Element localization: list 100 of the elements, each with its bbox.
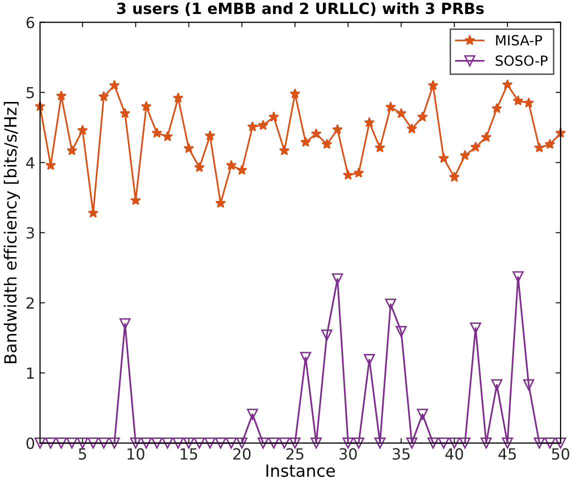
x-axis-title: Instance [266,464,335,477]
x-tick-label: 30 [340,448,357,460]
point [406,123,418,134]
point [76,437,88,449]
point [109,80,120,90]
point [258,120,268,130]
point [502,79,513,90]
point [310,128,322,138]
point [45,437,56,449]
point [480,437,492,449]
point [374,437,386,449]
point [66,145,78,156]
y-tick-label: 5 [26,87,34,98]
point [428,80,438,90]
point [396,326,407,338]
point [342,437,354,449]
point [279,145,290,156]
point [98,91,110,102]
point [108,437,120,449]
point [342,170,354,180]
x-tick-label: 15 [180,448,198,460]
x-tick-label: 50 [552,448,570,460]
point [428,437,439,449]
point [385,102,396,112]
point [332,273,344,284]
point [204,437,216,449]
x-tick-label: 10 [128,448,144,460]
point [544,138,556,149]
point [544,437,556,449]
point [555,437,566,449]
point [215,198,226,208]
point [172,92,184,103]
point [98,437,110,449]
point [534,142,545,152]
x-tick-label: 20 [233,448,251,460]
point [374,142,386,152]
x-tick-label: 25 [286,448,304,460]
point [300,136,311,147]
point [406,437,418,449]
point [396,108,407,118]
point [183,142,194,154]
point [417,111,428,122]
point [226,160,237,170]
y-tick-label: 2 [26,297,34,309]
x-tick-label: 5 [78,448,86,460]
y-tick-label: 0 [26,437,34,450]
point [523,97,534,108]
point [438,152,450,163]
point [194,162,205,172]
point [56,437,67,449]
point [194,437,205,449]
x-tick-label: 35 [392,448,410,460]
point [152,128,162,138]
point [204,130,216,141]
legend-label: MISA-P [496,35,542,46]
legend-label: SOSO-P [496,55,548,66]
point [470,322,482,334]
point [226,437,237,449]
point [480,132,492,142]
point [449,172,460,182]
point [162,437,174,449]
y-tick-label: 3 [26,227,34,239]
point [460,150,470,160]
y-tick-label: 4 [26,157,34,168]
point [162,131,173,142]
point [364,117,375,128]
point [56,90,67,101]
y-axis-title: Bandwidth efficiency [bits/s/Hz] [4,102,20,364]
point [332,124,343,134]
point [321,329,332,341]
point [278,437,290,449]
point [34,437,46,449]
point [140,437,152,449]
point [77,124,88,135]
point [385,298,396,310]
point [470,142,481,152]
point [215,437,226,449]
y-tick-label: 6 [26,16,34,28]
point [438,437,450,449]
point [172,437,184,449]
point [523,379,534,390]
point [268,111,280,122]
x-tick-label: 45 [498,448,516,460]
point [512,95,524,106]
point [322,138,332,149]
point [130,437,142,449]
point [290,88,300,98]
point [534,437,545,449]
point [66,437,78,449]
point [512,271,524,282]
point [459,437,471,449]
point [502,437,513,449]
point [448,437,460,449]
y-tick-label: 1 [27,368,34,379]
point [236,437,248,449]
point [236,164,248,175]
point [268,437,280,449]
point [246,408,258,420]
point [289,437,301,449]
point [120,108,130,118]
